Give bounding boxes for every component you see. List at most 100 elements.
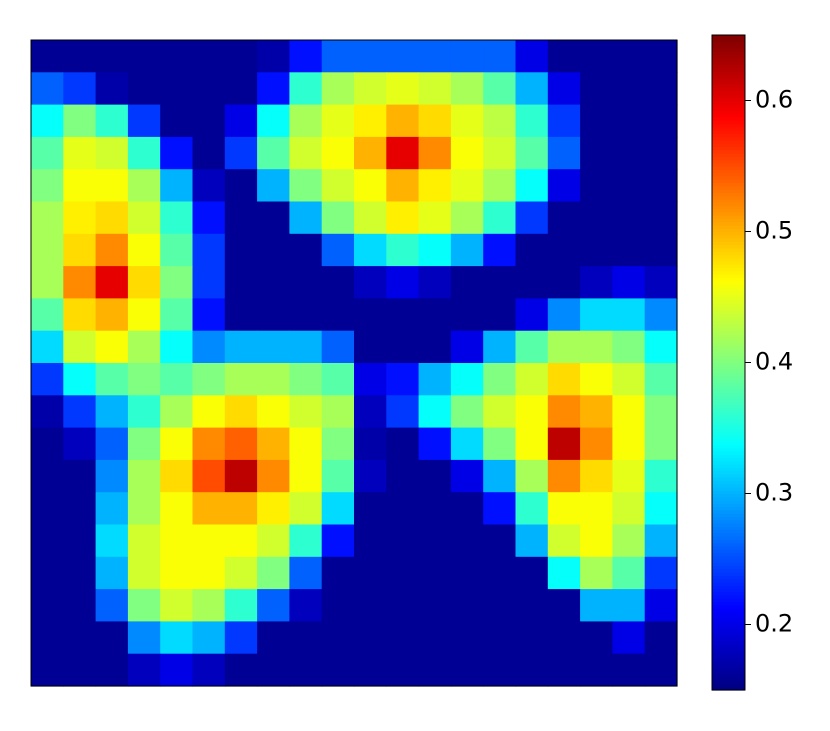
colorbar-segment [712, 71, 745, 75]
heatmap-cell [386, 233, 420, 267]
heatmap-cell [321, 298, 355, 332]
heatmap-cell [580, 104, 613, 138]
colorbar-segment [712, 77, 745, 82]
colorbar-segment [712, 454, 745, 459]
heatmap-cell [127, 266, 161, 299]
colorbar-segment [712, 676, 745, 681]
heatmap-cell [160, 653, 194, 687]
colorbar-segment [712, 146, 745, 151]
heatmap-cell [612, 72, 646, 106]
heatmap-cell [354, 556, 387, 590]
colorbar-segment [712, 555, 745, 560]
colorbar-segment [712, 539, 745, 544]
colorbar-segment [712, 673, 745, 678]
heatmap-cell [386, 169, 420, 203]
colorbar-segment [712, 653, 745, 658]
heatmap-cell [192, 427, 226, 461]
heatmap-cell [31, 589, 64, 622]
heatmap-cell [127, 363, 161, 396]
colorbar-segment [712, 113, 745, 118]
heatmap-cell [547, 653, 581, 687]
heatmap-cell [644, 427, 678, 461]
heatmap-cell [160, 72, 194, 106]
colorbar-segment [712, 359, 745, 364]
heatmap-cell [354, 459, 387, 493]
heatmap-cell [224, 621, 258, 655]
heatmap-cell [289, 363, 323, 396]
heatmap-cell [483, 427, 517, 461]
heatmap-cell [450, 136, 484, 170]
colorbar-segment [712, 280, 745, 285]
heatmap-cell [418, 201, 452, 235]
heatmap-cell [418, 169, 452, 203]
heatmap-cell [515, 233, 549, 267]
colorbar-segment [712, 182, 745, 187]
heatmap-cell [612, 427, 646, 461]
heatmap-cell [515, 40, 549, 73]
colorbar-segment [712, 401, 745, 406]
heatmap-cell [31, 363, 64, 396]
heatmap-cell [224, 427, 258, 461]
heatmap-cell [31, 556, 64, 590]
colorbar-segment [712, 100, 745, 105]
colorbar-segment [712, 247, 745, 252]
colorbar-segment [712, 172, 745, 177]
colorbar-segment [712, 54, 745, 59]
colorbar-tick-label: 0.4 [755, 348, 793, 376]
colorbar-segment [712, 316, 745, 321]
heatmap-cell [547, 363, 581, 396]
heatmap-cell [192, 524, 226, 558]
heatmap-cell [127, 169, 161, 203]
heatmap-cell [31, 459, 64, 493]
heatmap-cell [160, 492, 194, 526]
heatmap-cell [127, 233, 161, 267]
heatmap-cell [224, 556, 258, 590]
heatmap-cell [612, 492, 646, 526]
heatmap-cell [644, 40, 678, 73]
heatmap-cell [547, 72, 581, 106]
heatmap-cell [547, 589, 581, 622]
colorbar-segment [712, 120, 745, 125]
heatmap-cell [547, 136, 581, 170]
heatmap-cell [63, 459, 97, 493]
heatmap-cell [386, 395, 420, 429]
colorbar-segment [712, 378, 745, 383]
heatmap-cell [127, 427, 161, 461]
colorbar-segment [712, 241, 745, 246]
heatmap-cell [257, 589, 290, 622]
heatmap-cell [644, 201, 678, 235]
heatmap-cell [95, 621, 129, 655]
colorbar-segment [712, 257, 745, 262]
heatmap-cell [644, 136, 678, 170]
heatmap-cell [257, 556, 290, 590]
heatmap-cell [418, 233, 452, 267]
heatmap-cell [354, 233, 387, 267]
heatmap-cell [547, 233, 581, 267]
heatmap-cell [289, 556, 323, 590]
heatmap-cell [483, 589, 517, 622]
heatmap-cell [580, 72, 613, 106]
heatmap-cell [289, 653, 323, 687]
heatmap-cell [224, 104, 258, 138]
colorbar-segment [712, 323, 745, 328]
colorbar-segment [712, 129, 745, 134]
heatmap-cell [580, 201, 613, 235]
heatmap-cell [192, 459, 226, 493]
colorbar-segment [712, 447, 745, 452]
heatmap-cell [483, 104, 517, 138]
heatmap-cell [580, 556, 613, 590]
colorbar-segment [712, 336, 745, 341]
heatmap-cell [354, 298, 387, 332]
heatmap-cell [515, 621, 549, 655]
heatmap-cell [450, 72, 484, 106]
heatmap-cell [257, 40, 290, 73]
heatmap-cell [224, 136, 258, 170]
colorbar-segment [712, 166, 745, 170]
heatmap-cell [580, 330, 613, 364]
colorbar-segment [712, 107, 745, 111]
heatmap-cell [63, 136, 97, 170]
colorbar-segment [712, 238, 745, 242]
heatmap-cell [160, 363, 194, 396]
heatmap-cell [547, 621, 581, 655]
heatmap-cell [63, 233, 97, 267]
